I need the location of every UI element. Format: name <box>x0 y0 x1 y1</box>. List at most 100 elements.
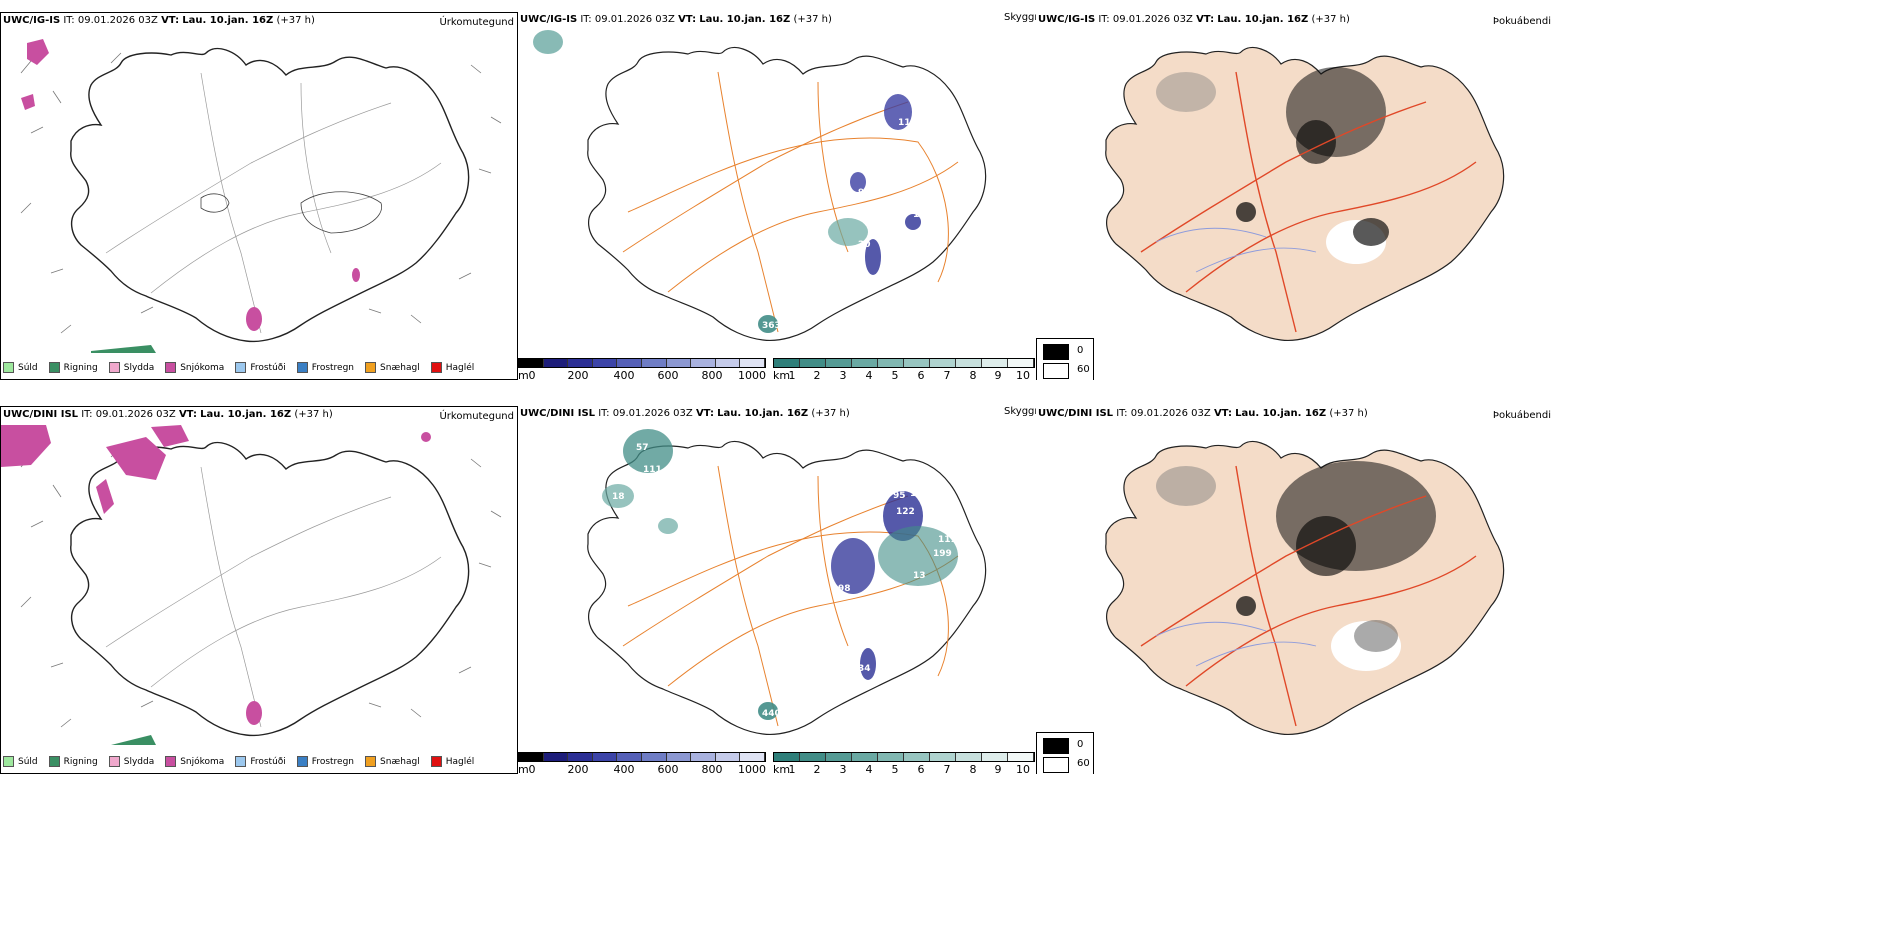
legend-item: Haglél <box>430 362 474 373</box>
colorbar-tick: 2 <box>813 763 821 774</box>
vis-label: 20 <box>858 240 871 250</box>
colorbar-tick: 9 <box>994 369 1002 380</box>
panel-header: UWC/IG-IS IT: 09.01.2026 03Z VT: Lau. 10… <box>3 15 315 26</box>
colorbar-tick: 8 <box>969 369 977 380</box>
colorbar-tick: 0 <box>528 369 536 380</box>
panel-header: UWC/IG-IS IT: 09.01.2026 03Z VT: Lau. 10… <box>520 14 832 25</box>
panel-header: UWC/DINI ISL IT: 09.01.2026 03Z VT: Lau.… <box>1038 408 1368 419</box>
precip-map <box>1 425 502 745</box>
fog-indicator-panel-bottom: UWC/DINI ISL IT: 09.01.2026 03Z VT: Lau.… <box>1036 406 1556 774</box>
legend-item: Slydda <box>108 362 154 373</box>
colorbar-unit: km <box>773 369 791 380</box>
colorbar-tick: 9 <box>994 763 1002 774</box>
map-type-title: Þokuábendi <box>1492 410 1551 421</box>
colorbar-tick: 4 <box>865 369 873 380</box>
colorbar-tick: 1 <box>788 369 796 380</box>
vis-label: 44 <box>868 283 881 293</box>
colorbar-tick: 6 <box>917 369 925 380</box>
vis-label: 34 <box>858 664 871 674</box>
colorbar-tick: 600 <box>657 763 679 774</box>
vis-label: 199 <box>933 549 952 559</box>
colorbar-tick: 600 <box>657 369 679 380</box>
precip-type-legend: Súld Rigning Slydda Snjókoma Frostúði Fr… <box>3 362 474 373</box>
colorbar-tick: 6 <box>917 763 925 774</box>
colorbar-tick: 8 <box>969 763 977 774</box>
colorbar-tick: 400 <box>613 369 635 380</box>
fog-legend: 0 60 <box>1036 732 1094 774</box>
colorbar-tick: 200 <box>567 763 589 774</box>
wind-barbs <box>20 52 502 334</box>
colorbar-unit: km <box>773 763 791 774</box>
panel-header: UWC/DINI ISL IT: 09.01.2026 03Z VT: Lau.… <box>3 409 333 420</box>
vis-label: 95 <box>893 491 906 501</box>
visibility-colorbar-m: m 0 200 400 600 800 1000 <box>518 358 766 380</box>
legend-item: Snjókoma <box>165 362 224 373</box>
colorbar-unit: m <box>518 763 529 774</box>
visibility-colorbar-m: m 0 200 400 600 800 1000 <box>518 752 766 774</box>
colorbar-tick: 800 <box>701 369 723 380</box>
colorbar-tick: 3 <box>839 763 847 774</box>
colorbar-unit: m <box>518 369 529 380</box>
colorbar-tick: 200 <box>567 369 589 380</box>
vis-label: 57 <box>636 443 649 453</box>
legend-item: Snæhagl <box>365 756 420 767</box>
roads <box>105 72 442 334</box>
map-type-title: Skyggni <box>1004 12 1038 23</box>
fog-map <box>1105 46 1505 342</box>
fog-legend-low: 60 <box>1077 758 1090 769</box>
legend-item: Frostúði <box>235 756 286 767</box>
precip-map <box>20 39 502 353</box>
fog-legend-high: 0 <box>1077 739 1084 750</box>
vis-label: 12 <box>910 489 923 499</box>
visibility-map: 114 92 20 12 44 363 <box>533 30 987 342</box>
legend-item: Slydda <box>108 756 154 767</box>
vis-label: 13 <box>913 571 926 581</box>
vis-label: 363 <box>762 321 781 331</box>
legend-item: Súld <box>3 362 38 373</box>
legend-item: Súld <box>3 756 38 767</box>
legend-item: Frostúði <box>235 362 286 373</box>
map-type-title: Þokuábendi <box>1492 16 1551 27</box>
visibility-labels: 114 92 20 12 44 363 <box>762 118 926 331</box>
colorbar-tick: 10 <box>1016 763 1030 774</box>
colorbar-tick: 4 <box>865 763 873 774</box>
legend-item: Haglél <box>430 756 474 767</box>
vis-label: 440 <box>762 709 781 719</box>
vis-label: 18 <box>612 492 625 502</box>
vis-label: 98 <box>838 584 851 594</box>
vis-label: 122 <box>896 507 915 517</box>
legend-item: Snæhagl <box>365 362 420 373</box>
map-type-title: Úrkomutegund <box>439 411 514 422</box>
colorbar-tick: 1000 <box>738 763 766 774</box>
precip-type-legend: Súld Rigning Slydda Snjókoma Frostúði Fr… <box>3 756 474 767</box>
vis-label: 111 <box>643 465 662 475</box>
legend-item: Frostregn <box>296 362 354 373</box>
visibility-colorbar-km: km 1 2 3 4 5 6 7 8 9 10 <box>773 752 1035 774</box>
fog-indicator-panel-top: UWC/IG-IS IT: 09.01.2026 03Z VT: Lau. 10… <box>1036 12 1556 380</box>
colorbar-tick: 400 <box>613 763 635 774</box>
colorbar-tick: 800 <box>701 763 723 774</box>
colorbar-tick: 5 <box>891 763 899 774</box>
legend-item: Rigning <box>48 362 98 373</box>
colorbar-tick: 2 <box>813 369 821 380</box>
colorbar-tick: 0 <box>528 763 536 774</box>
fog-legend-high: 0 <box>1077 345 1084 356</box>
legend-item: Rigning <box>48 756 98 767</box>
colorbar-tick: 3 <box>839 369 847 380</box>
vis-label: 111 <box>938 535 957 545</box>
panel-header: UWC/IG-IS IT: 09.01.2026 03Z VT: Lau. 10… <box>1038 14 1350 25</box>
vis-label: 12 <box>913 210 926 220</box>
precip-type-panel-top: UWC/IG-IS IT: 09.01.2026 03Z VT: Lau. 10… <box>0 12 518 380</box>
colorbar-tick: 1000 <box>738 369 766 380</box>
legend-item: Frostregn <box>296 756 354 767</box>
precip-type-panel-bottom: UWC/DINI ISL IT: 09.01.2026 03Z VT: Lau.… <box>0 406 518 774</box>
visibility-map: 57 111 18 95 122 12 111 199 13 34 98 440 <box>587 429 987 736</box>
colorbar-tick: 7 <box>943 763 951 774</box>
map-type-title: Skyggni <box>1004 406 1038 417</box>
colorbar-tick: 5 <box>891 369 899 380</box>
glaciers <box>200 191 382 234</box>
colorbar-tick: 7 <box>943 369 951 380</box>
visibility-panel-top: UWC/IG-IS IT: 09.01.2026 03Z VT: Lau. 10… <box>518 12 1038 380</box>
panel-header: UWC/DINI ISL IT: 09.01.2026 03Z VT: Lau.… <box>520 408 850 419</box>
map-type-title: Úrkomutegund <box>439 17 514 28</box>
